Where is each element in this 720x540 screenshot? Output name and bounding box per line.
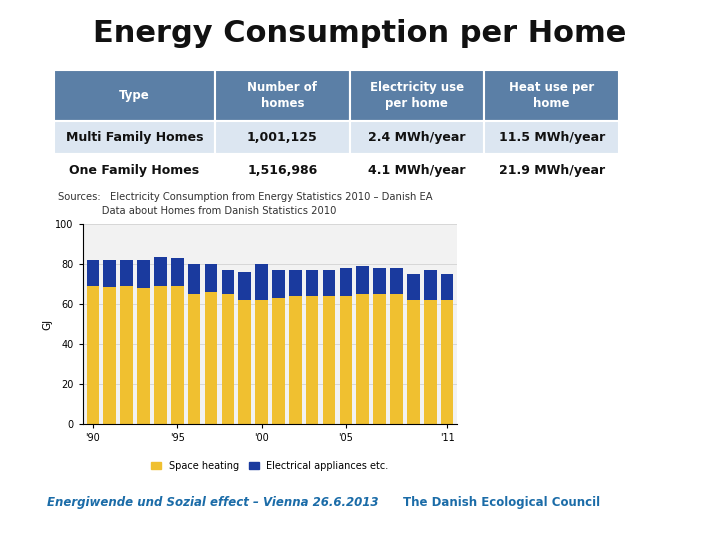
Text: Heat use per
home: Heat use per home bbox=[509, 81, 594, 110]
Text: One Family Homes: One Family Homes bbox=[69, 164, 199, 177]
Bar bbox=[104, 260, 116, 287]
Bar bbox=[238, 300, 251, 424]
Bar bbox=[54, 70, 215, 122]
Bar bbox=[484, 154, 619, 186]
Text: Energy Consumption per Home: Energy Consumption per Home bbox=[94, 19, 626, 48]
Bar bbox=[138, 288, 150, 424]
Bar bbox=[120, 286, 133, 424]
Bar bbox=[86, 260, 99, 286]
Bar bbox=[204, 264, 217, 292]
Text: Multi Family Homes: Multi Family Homes bbox=[66, 131, 203, 144]
Bar bbox=[120, 260, 133, 286]
Bar bbox=[373, 268, 386, 294]
Bar bbox=[356, 294, 369, 424]
Bar bbox=[441, 300, 454, 424]
Bar bbox=[222, 270, 234, 294]
Bar bbox=[138, 260, 150, 288]
Bar bbox=[215, 70, 350, 122]
Bar bbox=[424, 300, 436, 424]
Text: Type: Type bbox=[120, 89, 150, 102]
Bar bbox=[390, 268, 402, 294]
Text: Data about Homes from Danish Statistics 2010: Data about Homes from Danish Statistics … bbox=[58, 206, 336, 217]
Text: 21.9 MWh/year: 21.9 MWh/year bbox=[498, 164, 605, 177]
Bar bbox=[484, 70, 619, 122]
Bar bbox=[154, 257, 167, 286]
Text: The Danish Ecological Council: The Danish Ecological Council bbox=[403, 496, 600, 509]
Bar bbox=[215, 122, 350, 154]
Text: Number of
homes: Number of homes bbox=[248, 81, 318, 110]
Bar bbox=[350, 70, 484, 122]
Bar bbox=[484, 122, 619, 154]
Bar bbox=[171, 286, 184, 424]
Bar bbox=[272, 298, 284, 424]
Bar bbox=[306, 270, 318, 296]
Bar bbox=[350, 122, 484, 154]
Text: 4.1 MWh/year: 4.1 MWh/year bbox=[368, 164, 466, 177]
Bar bbox=[188, 264, 200, 294]
Bar bbox=[256, 300, 268, 424]
Legend: Space heating, Electrical appliances etc.: Space heating, Electrical appliances etc… bbox=[148, 457, 392, 475]
Bar bbox=[356, 266, 369, 294]
Bar bbox=[256, 264, 268, 300]
Text: 2.4 MWh/year: 2.4 MWh/year bbox=[368, 131, 466, 144]
Text: 1,001,125: 1,001,125 bbox=[247, 131, 318, 144]
Bar bbox=[424, 270, 436, 300]
Bar bbox=[215, 154, 350, 186]
Bar bbox=[154, 286, 167, 424]
Text: Electricity use
per home: Electricity use per home bbox=[370, 81, 464, 110]
Bar bbox=[350, 154, 484, 186]
Bar bbox=[289, 296, 302, 424]
Bar bbox=[188, 294, 200, 424]
Bar bbox=[340, 296, 352, 424]
Text: 1,516,986: 1,516,986 bbox=[247, 164, 318, 177]
Bar bbox=[306, 296, 318, 424]
Bar bbox=[407, 300, 420, 424]
Y-axis label: GJ: GJ bbox=[42, 319, 53, 329]
Bar bbox=[54, 154, 215, 186]
Text: 11.5 MWh/year: 11.5 MWh/year bbox=[498, 131, 605, 144]
Text: Energiwende und Sozial effect – Vienna 26.6.2013: Energiwende und Sozial effect – Vienna 2… bbox=[47, 496, 378, 509]
Bar bbox=[204, 292, 217, 424]
Bar bbox=[340, 268, 352, 296]
Bar bbox=[289, 270, 302, 296]
Bar bbox=[407, 274, 420, 300]
Bar bbox=[323, 270, 336, 296]
Bar bbox=[222, 294, 234, 424]
Text: Sources:   Electricity Consumption from Energy Statistics 2010 – Danish EA: Sources: Electricity Consumption from En… bbox=[58, 192, 432, 202]
Bar bbox=[323, 296, 336, 424]
Bar bbox=[272, 270, 284, 298]
Bar bbox=[171, 258, 184, 286]
Bar bbox=[390, 294, 402, 424]
Bar bbox=[373, 294, 386, 424]
Bar bbox=[86, 286, 99, 424]
Bar bbox=[54, 122, 215, 154]
Bar bbox=[104, 287, 116, 424]
Bar bbox=[238, 272, 251, 300]
Bar bbox=[441, 274, 454, 300]
